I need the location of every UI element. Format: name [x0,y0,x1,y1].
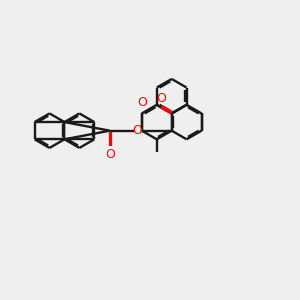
Text: O: O [106,148,116,161]
Text: O: O [137,96,147,109]
Text: O: O [157,92,166,105]
Text: O: O [133,124,142,137]
